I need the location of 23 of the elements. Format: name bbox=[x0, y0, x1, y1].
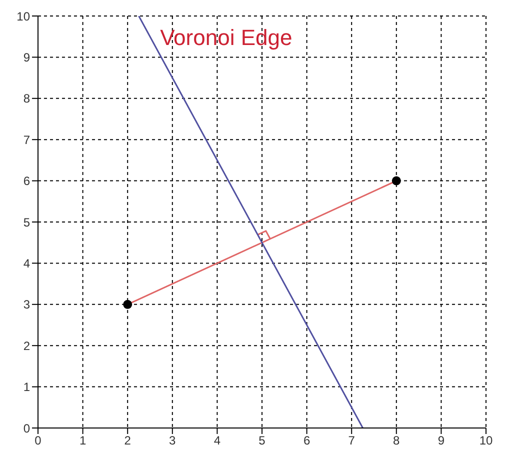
x-tick-label: 7 bbox=[348, 434, 356, 448]
x-tick-label: 5 bbox=[258, 434, 266, 448]
y-tick-label: 8 bbox=[23, 92, 30, 106]
x-tick-label: 10 bbox=[479, 434, 493, 448]
y-tick-label: 9 bbox=[23, 50, 30, 64]
x-tick-label: 1 bbox=[79, 434, 86, 448]
chart-title: Voronoi Edge bbox=[160, 24, 292, 50]
y-tick-label: 0 bbox=[23, 421, 30, 436]
x-tick-label: 9 bbox=[438, 434, 445, 448]
x-tick-label: 0 bbox=[34, 434, 42, 448]
x-tick-label: 2 bbox=[124, 434, 132, 448]
y-tick-label: 2 bbox=[23, 338, 30, 353]
y-tick-label: 7 bbox=[23, 132, 30, 147]
x-tick-label: 4 bbox=[214, 434, 221, 448]
x-tick-label: 8 bbox=[393, 434, 400, 448]
y-tick-label: 3 bbox=[23, 298, 30, 312]
y-tick-label: 1 bbox=[23, 380, 30, 394]
y-tick-label: 6 bbox=[23, 174, 30, 188]
x-tick-label: 3 bbox=[169, 434, 176, 448]
x-tick-label: 6 bbox=[303, 434, 310, 448]
y-tick-label: 5 bbox=[23, 215, 30, 230]
y-tick-label: 4 bbox=[23, 256, 30, 270]
y-tick-label: 10 bbox=[16, 9, 30, 24]
